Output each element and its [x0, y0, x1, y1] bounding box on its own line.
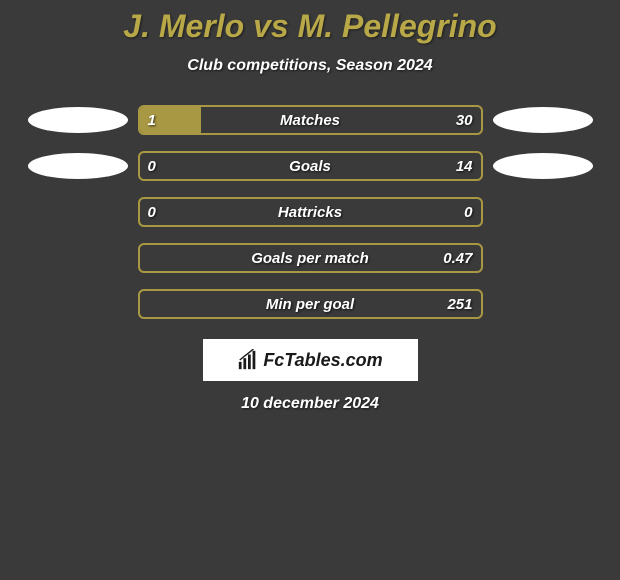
- stat-label: Hattricks: [140, 199, 481, 225]
- comparison-card: J. Merlo vs M. Pellegrino Club competiti…: [0, 0, 620, 413]
- stat-row: 0Hattricks0: [0, 197, 620, 227]
- logo-text: FcTables.com: [263, 350, 382, 371]
- stat-row: Goals per match0.47: [0, 243, 620, 273]
- date-label: 10 december 2024: [0, 395, 620, 413]
- stat-row: 1Matches30: [0, 105, 620, 135]
- stat-bar: Goals per match0.47: [138, 243, 483, 273]
- subtitle: Club competitions, Season 2024: [0, 57, 620, 75]
- stats-list: 1Matches300Goals140Hattricks0Goals per m…: [0, 105, 620, 319]
- stat-bar: Min per goal251: [138, 289, 483, 319]
- stat-label: Matches: [140, 107, 481, 133]
- stat-value-right: 14: [456, 153, 473, 179]
- stat-bar: 0Hattricks0: [138, 197, 483, 227]
- stat-value-right: 0: [464, 199, 472, 225]
- stat-value-right: 0.47: [443, 245, 472, 271]
- stat-bar: 1Matches30: [138, 105, 483, 135]
- team-badge-right: [493, 153, 593, 179]
- stat-label: Goals per match: [140, 245, 481, 271]
- stat-label: Goals: [140, 153, 481, 179]
- stat-bar: 0Goals14: [138, 151, 483, 181]
- stat-value-right: 251: [447, 291, 472, 317]
- stat-label: Min per goal: [140, 291, 481, 317]
- team-badge-left: [28, 153, 128, 179]
- team-badge-right: [493, 107, 593, 133]
- stat-value-right: 30: [456, 107, 473, 133]
- stat-row: 0Goals14: [0, 151, 620, 181]
- stat-row: Min per goal251: [0, 289, 620, 319]
- team-badge-left: [28, 107, 128, 133]
- page-title: J. Merlo vs M. Pellegrino: [0, 8, 620, 45]
- source-logo: FcTables.com: [203, 339, 418, 381]
- chart-icon: [237, 349, 259, 371]
